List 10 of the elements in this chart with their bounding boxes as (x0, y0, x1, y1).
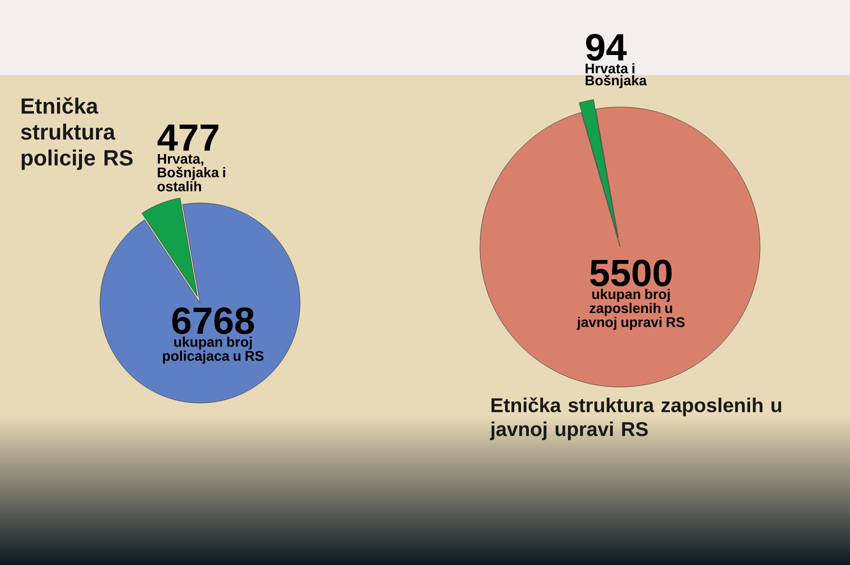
data-label: 477 (157, 124, 218, 151)
data-label: 94 (586, 34, 627, 61)
slice-label: ukupan broj zaposlenih u javnoj upravi RS (576, 288, 685, 330)
text: Etnička struktura zaposlenih u javnoj upravi RS (490, 397, 782, 440)
slice-label: Hrvata i Bošnjaka (586, 63, 647, 88)
slice-label: Hrvata, Bošnjaka i ostalih (157, 154, 226, 192)
slice-label: ukupan broj policajaca u RS (162, 336, 264, 364)
chart-title: Etnička struktura policije RS (20, 97, 133, 170)
data-label: 6768 (172, 307, 254, 334)
data-label: 5500 (590, 260, 672, 286)
